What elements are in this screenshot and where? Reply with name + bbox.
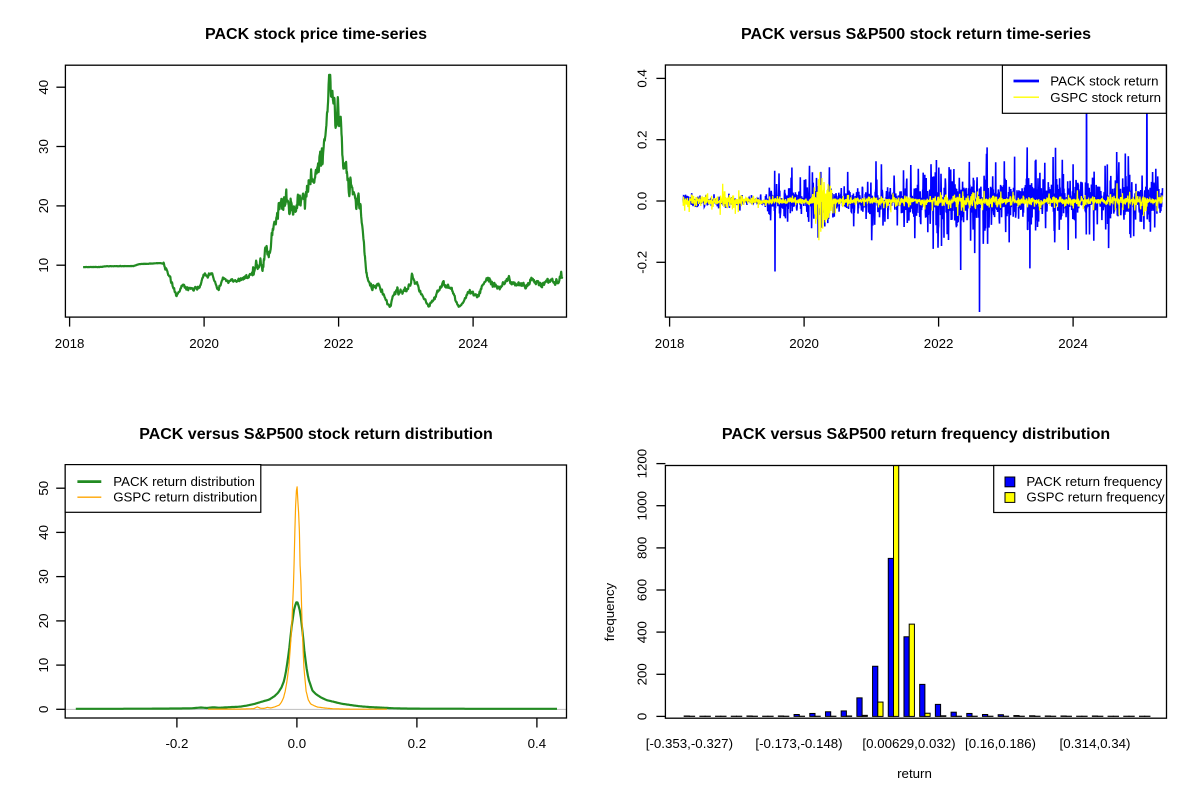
svg-text:800: 800: [635, 537, 650, 559]
svg-text:1000: 1000: [635, 491, 650, 521]
svg-text:2022: 2022: [924, 336, 954, 351]
svg-text:[-0.353,-0.327): [-0.353,-0.327): [646, 736, 733, 751]
svg-text:200: 200: [635, 663, 650, 685]
svg-text:10: 10: [36, 258, 51, 273]
svg-text:30: 30: [36, 139, 51, 154]
svg-text:PACK versus S&P500 return freq: PACK versus S&P500 return frequency dist…: [722, 426, 1110, 443]
svg-text:GSPC return frequency: GSPC return frequency: [1026, 490, 1165, 505]
svg-text:GSPC stock return: GSPC stock return: [1050, 90, 1161, 105]
svg-text:[0.314,0.34): [0.314,0.34): [1060, 736, 1131, 751]
svg-text:PACK versus S&P500 stock retur: PACK versus S&P500 stock return distribu…: [139, 426, 493, 443]
svg-text:PACK return distribution: PACK return distribution: [113, 474, 255, 489]
svg-text:2018: 2018: [655, 336, 685, 351]
svg-text:0.2: 0.2: [635, 130, 650, 149]
svg-text:0.0: 0.0: [288, 736, 307, 751]
svg-text:0: 0: [36, 706, 51, 713]
svg-text:[0.00629,0.032): [0.00629,0.032): [862, 736, 955, 751]
svg-text:frequency: frequency: [602, 582, 617, 641]
svg-text:2024: 2024: [1058, 336, 1088, 351]
svg-text:0.4: 0.4: [635, 69, 650, 88]
svg-text:PACK versus S&P500 stock retur: PACK versus S&P500 stock return time-ser…: [741, 26, 1091, 43]
svg-text:2024: 2024: [458, 336, 488, 351]
svg-text:400: 400: [635, 621, 650, 643]
svg-text:-0.2: -0.2: [635, 251, 650, 274]
svg-text:2020: 2020: [789, 336, 819, 351]
svg-text:GSPC return distribution: GSPC return distribution: [113, 489, 257, 504]
svg-text:1200: 1200: [635, 449, 650, 479]
svg-text:600: 600: [635, 579, 650, 601]
svg-text:0.4: 0.4: [528, 736, 547, 751]
svg-text:-0.2: -0.2: [165, 736, 188, 751]
svg-text:40: 40: [36, 80, 51, 95]
svg-text:50: 50: [36, 481, 51, 496]
svg-text:40: 40: [36, 525, 51, 540]
svg-text:[-0.173,-0.148): [-0.173,-0.148): [755, 736, 842, 751]
svg-text:PACK stock return: PACK stock return: [1050, 74, 1158, 89]
svg-text:return: return: [897, 766, 932, 781]
svg-text:0: 0: [635, 713, 650, 720]
svg-text:2018: 2018: [55, 336, 85, 351]
svg-text:10: 10: [36, 658, 51, 673]
svg-text:[0.16,0.186): [0.16,0.186): [965, 736, 1036, 751]
svg-text:20: 20: [36, 198, 51, 213]
svg-text:0.0: 0.0: [635, 192, 650, 211]
svg-text:2022: 2022: [324, 336, 354, 351]
svg-text:PACK stock price time-series: PACK stock price time-series: [205, 26, 427, 43]
svg-text:30: 30: [36, 569, 51, 584]
svg-text:20: 20: [36, 613, 51, 628]
svg-text:PACK return frequency: PACK return frequency: [1026, 474, 1162, 489]
svg-text:0.2: 0.2: [408, 736, 427, 751]
svg-text:2020: 2020: [189, 336, 219, 351]
